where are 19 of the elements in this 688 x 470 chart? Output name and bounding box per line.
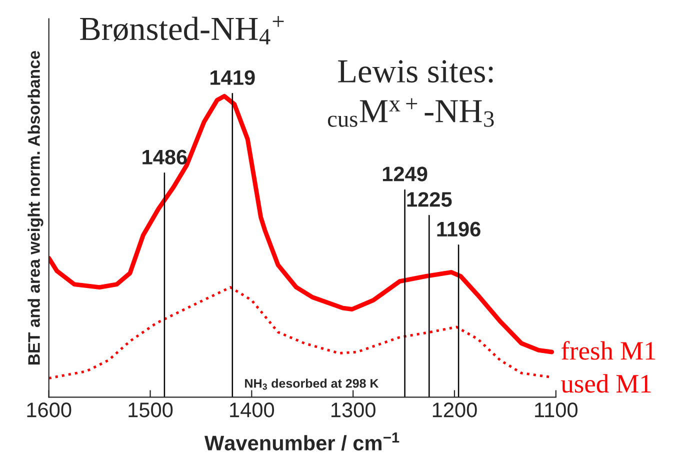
x-tick-label: 1100: [535, 402, 578, 418]
ref-line-label: 1249: [382, 166, 428, 182]
x-tick-label: 1200: [432, 402, 477, 418]
x-tick-label: 1600: [27, 402, 72, 418]
annotation: $_{cus}$M$^{x+}$-NH$_{3}$: [328, 98, 494, 127]
x-tick-label: 1500: [128, 402, 173, 418]
y-axis-title: BET and area weight norm. Absorbance: [28, 50, 44, 364]
series-label: fresh M1: [562, 340, 656, 360]
text: Lewis sites:: [338, 60, 493, 83]
series-label: used M1: [561, 374, 651, 393]
ref-line-label: 1419: [210, 70, 255, 85]
annotation: NH$_{3}$ desorbed at 298 K: [245, 378, 379, 390]
ref-line-label: 1225: [407, 192, 452, 207]
x-tick-label: 1300: [332, 402, 376, 418]
text: Brønsted-NH$_{4}$$^{+}$: [80, 16, 284, 44]
ref-line-label: 1486: [142, 150, 187, 165]
x-tick-label: 1400: [230, 402, 274, 418]
x-axis-title: Wavenumber / cm$^{−1}$: [204, 432, 400, 451]
ref-line-label: 1196: [437, 222, 480, 237]
